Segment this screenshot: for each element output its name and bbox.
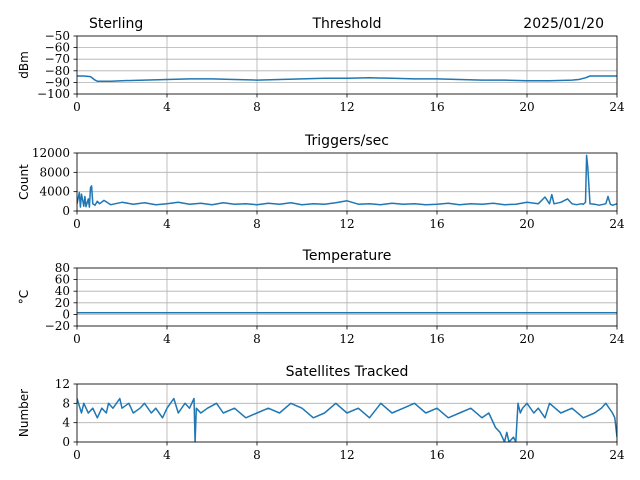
satellites-ytick-label: 12 <box>55 377 70 391</box>
threshold-xtick-label: 20 <box>519 100 534 114</box>
triggers-panel: Triggers/sec Count 0 4 8 12 16 20 24 0 4000 8000 120… <box>17 133 625 231</box>
satellites-xtick-label: 4 <box>163 448 171 462</box>
triggers-xtick-label: 24 <box>609 217 625 231</box>
threshold-xtick-label: 8 <box>253 100 261 114</box>
satellites-xtick-label: 12 <box>339 448 354 462</box>
temperature-xtick-label: 24 <box>609 332 625 346</box>
threshold-series-line <box>77 75 617 82</box>
triggers-ytick-label: 0 <box>62 204 70 218</box>
threshold-title: Threshold <box>312 16 382 32</box>
temperature-ylabel: °C <box>17 290 31 304</box>
satellites-series-line <box>77 397 617 442</box>
temperature-xtick-label: 8 <box>253 332 261 346</box>
temperature-title: Temperature <box>302 248 392 264</box>
triggers-ylabel: Count <box>17 164 31 200</box>
threshold-panel: Threshold dBm 0 4 8 12 16 20 24 −100−90−80−70−60−… <box>17 16 625 114</box>
temperature-xtick-label: 0 <box>73 332 81 346</box>
temperature-ytick-label: −20 <box>45 319 70 333</box>
threshold-ytick-label: −80 <box>45 64 70 78</box>
threshold-ytick-label: −90 <box>45 75 70 89</box>
temperature-xtick-label: 4 <box>163 332 171 346</box>
triggers-xtick-label: 20 <box>519 217 534 231</box>
temperature-xtick-label: 16 <box>429 332 444 346</box>
threshold-ytick-label: −60 <box>45 41 70 55</box>
triggers-xtick-label: 12 <box>339 217 354 231</box>
date-label: 2025/01/20 <box>523 16 604 32</box>
triggers-xtick-label: 8 <box>253 217 261 231</box>
satellites-xtick-label: 8 <box>253 448 261 462</box>
satellites-ylabel: Number <box>17 389 31 437</box>
triggers-xtick-label: 16 <box>429 217 444 231</box>
temperature-ytick-label: 20 <box>55 296 70 310</box>
temperature-xtick-label: 12 <box>339 332 354 346</box>
satellites-ytick-label: 4 <box>62 416 70 430</box>
threshold-xtick-label: 16 <box>429 100 444 114</box>
triggers-ytick-label: 8000 <box>39 165 70 179</box>
threshold-ylabel: dBm <box>17 51 31 79</box>
satellites-xtick-label: 24 <box>609 448 625 462</box>
threshold-xtick-label: 0 <box>73 100 81 114</box>
triggers-ytick-label: 12000 <box>32 146 70 160</box>
triggers-xtick-label: 4 <box>163 217 171 231</box>
threshold-xtick-label: 4 <box>163 100 171 114</box>
satellites-xtick-label: 16 <box>429 448 444 462</box>
triggers-ytick-label: 4000 <box>39 185 70 199</box>
triggers-xtick-label: 0 <box>73 217 81 231</box>
threshold-ytick-label: −100 <box>37 87 70 101</box>
temperature-xtick-label: 20 <box>519 332 534 346</box>
satellites-ytick-label: 0 <box>62 435 70 449</box>
triggers-title: Triggers/sec <box>304 133 389 149</box>
satellites-xtick-label: 0 <box>73 448 81 462</box>
satellites-panel: Satellites Tracked Number 0 4 8 12 16 20 24 0 4 8 12 <box>17 364 625 462</box>
threshold-ytick-label: −70 <box>45 52 70 66</box>
satellites-xtick-label: 20 <box>519 448 534 462</box>
threshold-xtick-label: 12 <box>339 100 354 114</box>
temperature-ytick-label: 40 <box>55 284 70 298</box>
satellites-ytick-label: 8 <box>62 396 70 410</box>
satellites-title: Satellites Tracked <box>286 364 409 380</box>
temperature-ytick-label: 80 <box>55 261 70 275</box>
temperature-ytick-label: 0 <box>62 307 70 321</box>
threshold-xtick-label: 24 <box>609 100 625 114</box>
site-label: Sterling <box>89 16 143 32</box>
temperature-ytick-label: 60 <box>55 273 70 287</box>
triggers-series-line <box>77 154 617 208</box>
threshold-ytick-label: −50 <box>45 29 70 43</box>
